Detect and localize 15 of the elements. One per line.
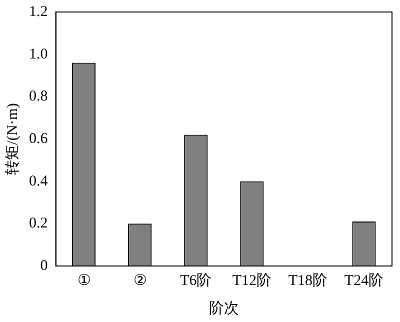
x-tick-label: ②: [133, 272, 146, 289]
y-axis-title: 转矩/(N·m): [4, 103, 21, 175]
x-axis-title: 阶次: [208, 300, 239, 317]
y-tick-label: 0: [40, 258, 48, 274]
x-tick-label: T24阶: [344, 272, 384, 289]
x-tick-label: T12阶: [232, 272, 272, 289]
y-tick-label: 0.8: [29, 88, 48, 105]
y-tick-label: 0.2: [29, 216, 48, 232]
y-tick-label: 1.2: [29, 4, 48, 20]
y-tick-label: 1.0: [29, 46, 48, 62]
x-tick-label: T18阶: [288, 272, 328, 289]
x-tick-label: T6阶: [180, 272, 212, 289]
y-tick-label: 0.6: [29, 130, 48, 147]
x-tick-label: ①: [77, 272, 90, 289]
y-tick-label: 0.4: [29, 173, 48, 190]
